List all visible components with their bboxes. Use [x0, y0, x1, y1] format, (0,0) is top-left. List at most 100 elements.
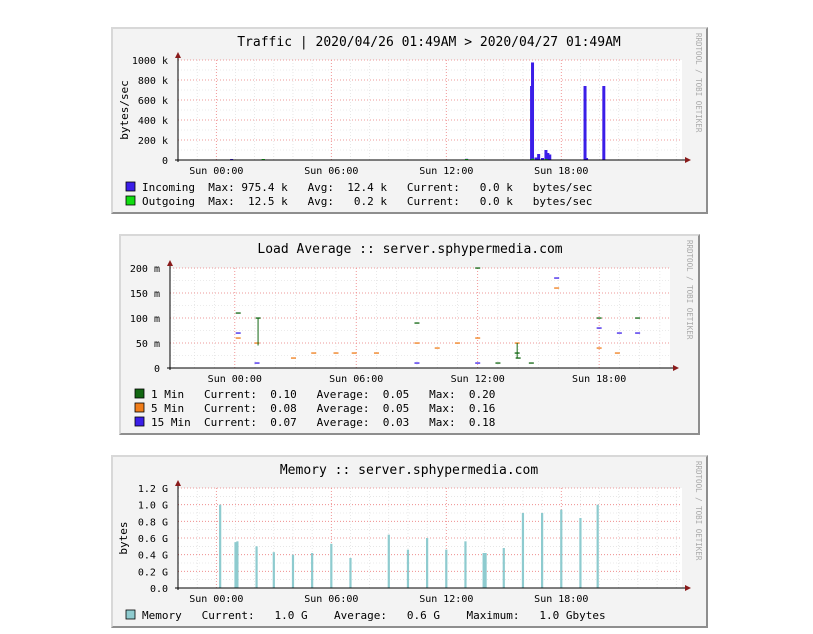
x-tick-label: Sun 12:00	[419, 166, 473, 177]
data-point	[414, 342, 420, 344]
legend-swatch	[125, 181, 136, 192]
x-axis-arrow	[685, 157, 691, 163]
data-point	[554, 287, 560, 289]
chart-title: Traffic | 2020/04/26 01:49AM > 2020/04/2…	[237, 35, 621, 50]
data-point	[454, 342, 460, 344]
data-bar	[484, 553, 487, 588]
data-bar	[540, 158, 544, 160]
data-bar	[387, 534, 390, 588]
y-tick-label: 0	[162, 156, 168, 167]
data-bar	[544, 150, 548, 160]
x-tick-label: Sun 06:00	[329, 374, 383, 385]
data-bar	[445, 549, 448, 588]
data-point	[616, 332, 622, 334]
data-bar	[585, 158, 589, 160]
data-point	[235, 332, 241, 334]
data-point	[596, 317, 602, 319]
data-bar	[579, 518, 582, 588]
data-bar	[502, 548, 505, 588]
y-tick-label: 0.8 G	[138, 517, 168, 528]
y-tick-label: 1000 k	[132, 56, 168, 67]
x-axis-arrow	[673, 365, 679, 371]
data-bar	[482, 553, 485, 588]
y-axis-arrow	[175, 52, 181, 58]
data-bar	[291, 554, 295, 588]
data-bar	[234, 542, 237, 588]
legend-swatch	[134, 402, 145, 413]
data-point	[635, 332, 641, 334]
x-tick-label: Sun 00:00	[189, 594, 243, 605]
data-point	[596, 327, 602, 329]
data-bar	[534, 157, 538, 160]
data-point	[290, 357, 296, 359]
load-average-graph-panel: 0 50 m 100 m 150 m 200 m Sun 00:00 Sun 06:00 Su…	[119, 234, 700, 435]
data-bar	[426, 538, 429, 588]
legend-swatch	[134, 416, 145, 427]
legend-swatch	[134, 388, 145, 399]
legend-entry: 15 Min Current: 0.07 Average: 0.03 Max: …	[151, 416, 495, 429]
y-tick-label: 1.2 G	[138, 484, 168, 495]
data-bar	[531, 62, 535, 160]
x-tick-label: Sun 12:00	[419, 594, 473, 605]
x-tick-label: Sun 18:00	[572, 374, 626, 385]
y-tick-label: 50 m	[136, 339, 160, 350]
data-bar	[330, 543, 333, 588]
data-bar	[272, 552, 275, 588]
data-bar	[531, 158, 535, 160]
data-point	[414, 322, 420, 324]
y-tick-label: 0.2 G	[138, 567, 168, 578]
legend-swatch	[125, 195, 136, 206]
x-tick-label: Sun 06:00	[304, 166, 358, 177]
traffic-chart: 0 200 k 400 k 600 k 800 k 1000 k Sun 00:00 Sun …	[118, 33, 703, 208]
data-bar	[548, 154, 552, 160]
x-tick-label: Sun 18:00	[534, 166, 588, 177]
rrdtool-watermark: RRDTOOL / TOBI OETIKER	[685, 240, 694, 340]
data-bar	[521, 513, 525, 588]
data-bar	[255, 546, 258, 588]
y-tick-label: 0.0	[150, 584, 168, 595]
traffic-graph-panel: 0 200 k 400 k 600 k 800 k 1000 k Sun 00:00 Sun …	[111, 27, 708, 214]
data-point	[254, 362, 260, 364]
data-point	[515, 357, 521, 359]
chart-title: Memory :: server.sphypermedia.com	[280, 463, 538, 478]
data-point	[475, 337, 481, 339]
legend-swatch	[125, 609, 136, 620]
data-point	[596, 347, 602, 349]
data-point	[235, 337, 241, 339]
x-tick-label: Sun 00:00	[208, 374, 262, 385]
data-point	[475, 362, 481, 364]
data-point	[434, 347, 440, 349]
data-point	[414, 362, 420, 364]
data-point	[554, 277, 560, 279]
data-point	[235, 312, 241, 314]
y-tick-label: 0.4 G	[138, 551, 168, 562]
load-average-chart: 0 50 m 100 m 150 m 200 m Sun 00:00 Sun 06:00 Su…	[130, 240, 694, 429]
y-tick-label: 0	[154, 364, 160, 375]
data-point	[373, 352, 379, 354]
y-tick-label: 200 k	[138, 136, 168, 147]
x-tick-label: Sun 00:00	[189, 166, 243, 177]
data-bar	[541, 513, 544, 588]
data-bar	[464, 541, 467, 588]
legend-entry: 1 Min Current: 0.10 Average: 0.05 Max: 0…	[151, 388, 495, 401]
data-bar	[596, 504, 599, 588]
x-tick-label: Sun 18:00	[534, 594, 588, 605]
data-point	[528, 362, 534, 364]
data-bar	[349, 558, 352, 588]
data-bar	[537, 154, 541, 160]
data-point	[475, 267, 481, 269]
data-bar	[219, 504, 222, 588]
x-axis-arrow	[685, 585, 691, 591]
y-tick-label: 150 m	[130, 289, 160, 300]
data-bar	[406, 549, 410, 588]
y-tick-label: 1.0 G	[138, 501, 168, 512]
legend-entry: 5 Min Current: 0.08 Average: 0.05 Max: 0…	[151, 402, 495, 415]
legend-entry: Memory Current: 1.0 G Average: 0.6 G Max…	[142, 609, 606, 622]
y-axis-arrow	[167, 260, 173, 266]
data-bar	[560, 509, 563, 588]
x-tick-label: Sun 06:00	[304, 594, 358, 605]
y-tick-label: 0.6 G	[138, 534, 168, 545]
data-point	[495, 362, 501, 364]
legend-entry: Outgoing Max: 12.5 k Avg: 0.2 k Current:…	[142, 195, 592, 208]
data-point	[614, 352, 620, 354]
